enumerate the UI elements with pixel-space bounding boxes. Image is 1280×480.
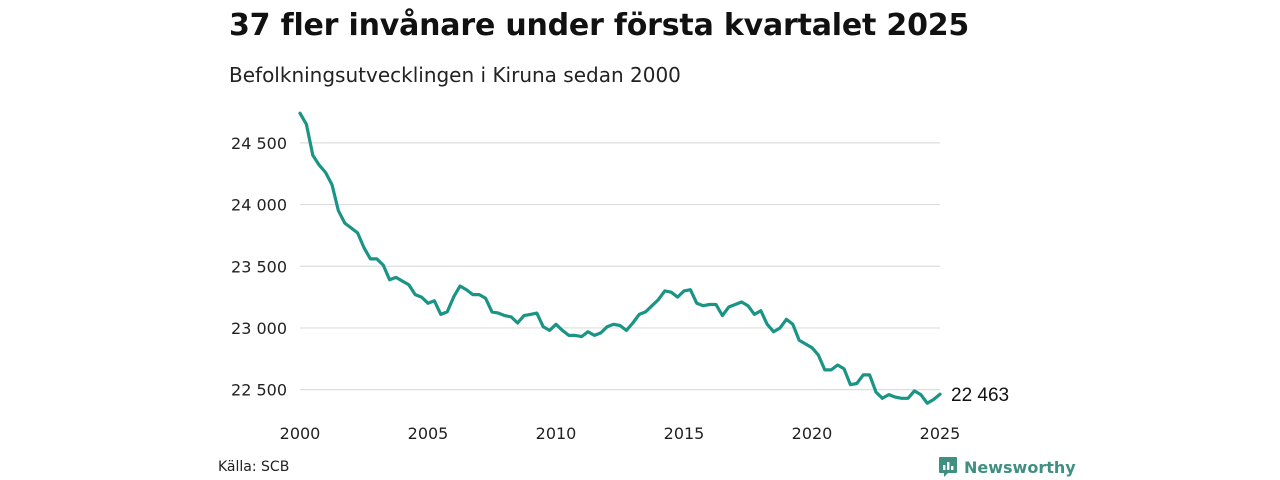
gridlines	[300, 142, 940, 391]
y-tick-label: 24 500	[231, 134, 287, 153]
x-axis-ticks: 2000 2005 2010 2015 2020 2025	[280, 424, 961, 443]
y-tick-label: 23 000	[231, 319, 287, 338]
brand-name: Newsworthy	[964, 457, 1076, 477]
newsworthy-logo-icon	[939, 457, 957, 477]
x-tick-label: 2015	[664, 424, 705, 443]
end-label-group: 22 463	[951, 385, 1009, 406]
source-note: Källa: SCB	[218, 459, 290, 475]
x-tick-label: 2020	[792, 424, 833, 443]
y-axis-ticks: 22 500 23 000 23 500 24 000 24 500	[231, 134, 287, 400]
x-tick-label: 2005	[408, 424, 449, 443]
chart-title: 37 fler invånare under första kvartalet …	[229, 8, 970, 43]
y-tick-label: 23 500	[231, 257, 287, 276]
x-tick-label: 2010	[536, 424, 577, 443]
x-tick-label: 2025	[920, 424, 961, 443]
brand-logo[interactable]: Newsworthy	[938, 456, 1076, 478]
x-tick-label: 2000	[280, 424, 321, 443]
y-tick-label: 24 000	[231, 196, 287, 215]
population-series-line	[298, 111, 942, 405]
y-tick-label: 22 500	[231, 381, 287, 400]
chart-subtitle: Befolkningsutvecklingen i Kiruna sedan 2…	[229, 63, 681, 87]
end-value-label: 22 463	[951, 385, 1009, 406]
series-group	[298, 111, 942, 405]
